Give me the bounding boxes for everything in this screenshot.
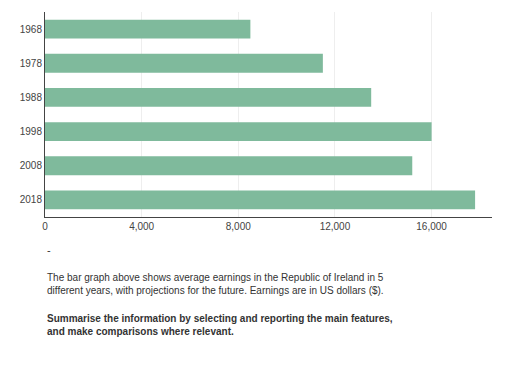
svg-text:-: -	[47, 244, 51, 256]
svg-text:2018: 2018	[20, 194, 43, 205]
svg-text:16,000: 16,000	[416, 221, 447, 232]
svg-text:1998: 1998	[20, 126, 43, 137]
svg-text:1968: 1968	[20, 24, 43, 35]
svg-text:Summarise the information by s: Summarise the information by selecting a…	[47, 313, 393, 337]
svg-text:8,000: 8,000	[226, 221, 251, 232]
svg-text:The bar graph above shows aver: The bar graph above shows average earnin…	[47, 272, 384, 296]
svg-text:2008: 2008	[20, 160, 43, 171]
svg-text:1988: 1988	[20, 92, 43, 103]
svg-text:4,000: 4,000	[129, 221, 154, 232]
svg-text:1978: 1978	[20, 58, 43, 69]
svg-text:0: 0	[42, 221, 48, 232]
svg-text:12,000: 12,000	[320, 221, 351, 232]
